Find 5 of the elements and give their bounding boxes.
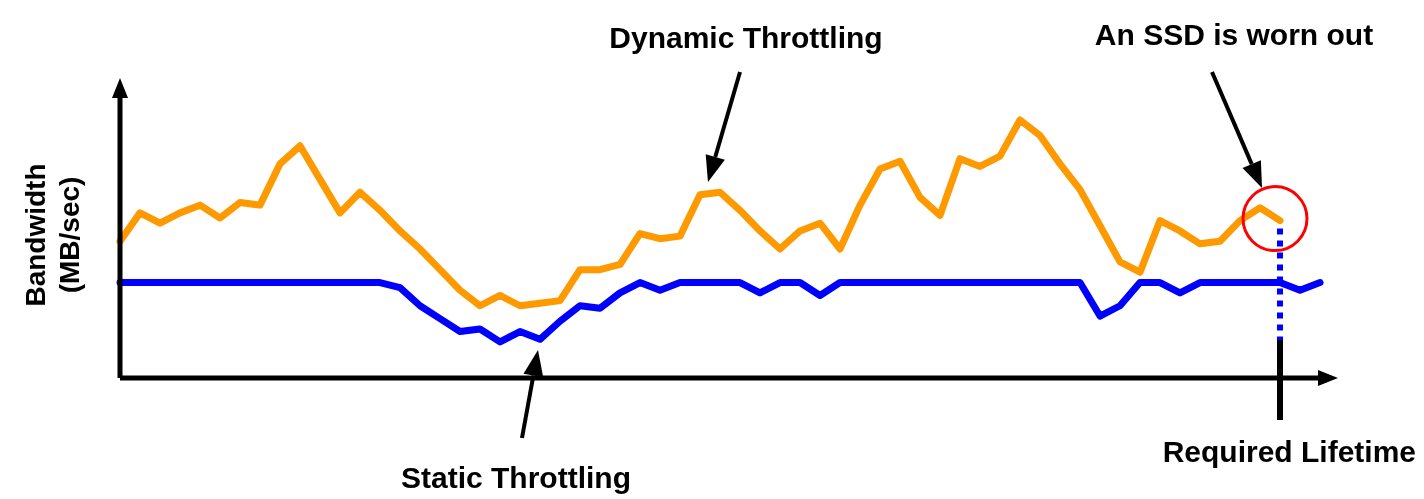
text: Required Lifetime xyxy=(1162,435,1416,468)
text: Dynamic Throttling xyxy=(609,21,883,54)
y-axis-title: Bandwidth (MB/sec) xyxy=(20,163,85,307)
text: An SSD is worn out xyxy=(1094,18,1374,51)
text: Static Throttling xyxy=(401,461,631,494)
